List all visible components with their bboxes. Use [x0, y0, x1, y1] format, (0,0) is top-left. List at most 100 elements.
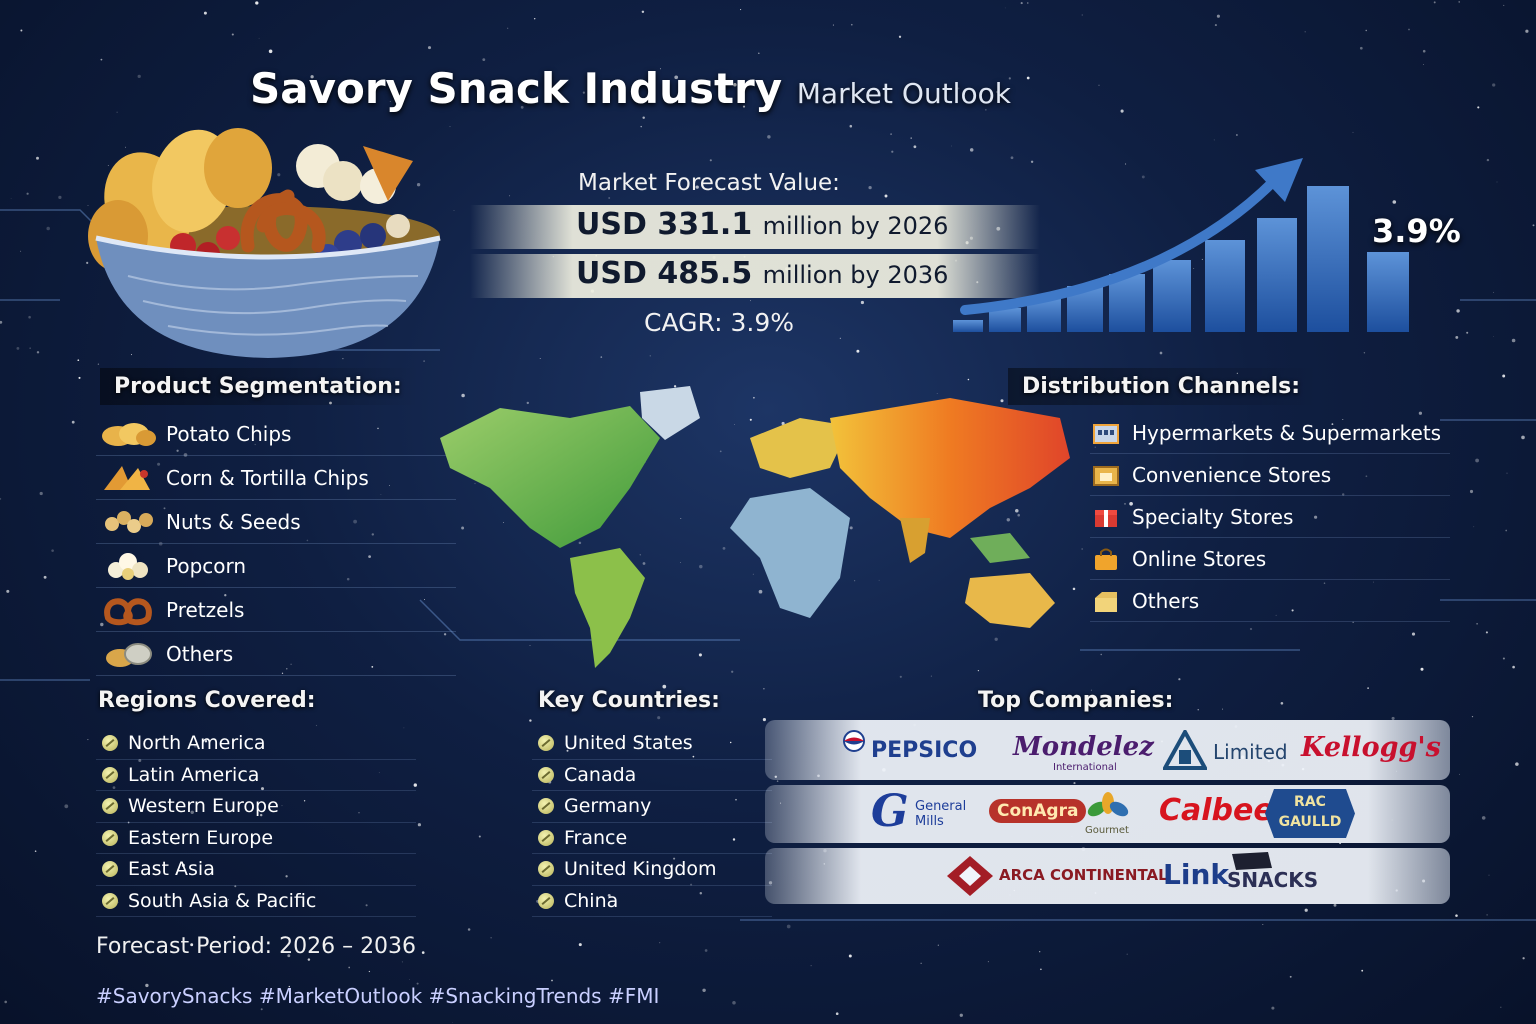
star-dot	[1481, 816, 1486, 820]
companies-title: Top Companies:	[978, 688, 1174, 713]
list-item: Canada	[532, 760, 772, 791]
star-dot	[1502, 657, 1505, 660]
mondelez-subtitle: International	[1053, 762, 1117, 773]
star-dot	[1280, 701, 1284, 705]
star-dot	[1477, 106, 1480, 109]
star-dot	[368, 970, 371, 973]
growth-bar	[1205, 240, 1245, 332]
star-dot	[607, 893, 611, 897]
star-dot	[1010, 156, 1014, 160]
star-dot	[1505, 529, 1508, 532]
star-dot	[673, 857, 676, 860]
pepsico-globe-icon	[843, 730, 865, 756]
list-item: China	[532, 886, 772, 917]
star-dot	[709, 159, 712, 162]
star-dot	[930, 675, 932, 677]
star-dot	[600, 356, 603, 358]
list-item: South Asia & Pacific	[96, 886, 416, 917]
star-dot	[401, 961, 403, 963]
star-dot	[1126, 953, 1128, 955]
india-shape	[900, 518, 930, 563]
star-dot	[353, 519, 357, 524]
star-dot	[1372, 581, 1374, 583]
star-dot	[190, 943, 194, 947]
star-dot	[969, 148, 974, 152]
list-item: North America	[96, 728, 416, 760]
star-dot	[582, 91, 586, 94]
check-bullet-icon	[538, 766, 554, 783]
star-dot	[758, 589, 763, 594]
star-dot	[368, 555, 371, 558]
star-dot	[207, 391, 211, 395]
forecast-value-2036: USD 485.5 million by 2036	[576, 256, 949, 291]
star-dot	[130, 354, 133, 356]
star-dot	[482, 58, 486, 62]
product-list: Potato Chips Corn & Tortilla Chips Nuts …	[96, 412, 456, 676]
star-dot	[1521, 435, 1525, 440]
star-dot	[1201, 258, 1203, 260]
star-dot	[286, 668, 288, 670]
list-item: United States	[532, 728, 772, 760]
star-dot	[1493, 336, 1494, 337]
star-dot	[190, 810, 194, 815]
star-dot	[1455, 914, 1458, 917]
list-item: Online Stores	[1090, 538, 1450, 580]
star-dot	[1363, 352, 1366, 354]
gift-box-icon	[1090, 503, 1122, 531]
link-logo: Link	[1163, 858, 1229, 891]
page-title: Savory Snack Industry Market Outlook	[250, 64, 1011, 113]
star-dot	[490, 937, 492, 939]
star-dot	[78, 376, 81, 379]
star-dot	[287, 954, 291, 958]
tortilla-chips-icon	[96, 459, 160, 497]
star-dot	[1493, 291, 1495, 293]
star-dot	[1475, 458, 1479, 463]
snack-bowl-image	[88, 128, 441, 358]
star-dot	[71, 420, 75, 424]
conagra-logo: ConAgra	[989, 799, 1087, 823]
pretzel-icon	[96, 591, 160, 629]
star-dot	[26, 192, 29, 195]
star-dot	[39, 491, 43, 496]
star-dot	[529, 645, 531, 647]
north-america-shape	[440, 406, 660, 548]
list-item: Potato Chips	[96, 412, 456, 456]
star-dot	[224, 594, 227, 597]
star-dot	[389, 485, 390, 486]
star-dot	[649, 355, 651, 357]
star-dot	[1469, 489, 1474, 494]
star-dot	[985, 109, 987, 111]
snack-others-icon	[96, 635, 160, 673]
star-dot	[467, 928, 471, 931]
star-dot	[722, 547, 726, 550]
star-dot	[1496, 181, 1498, 183]
star-dot	[1304, 31, 1306, 33]
circuit-line	[0, 209, 101, 231]
star-dot	[680, 518, 682, 519]
star-dot	[1081, 548, 1083, 550]
star-dot	[0, 320, 3, 324]
star-dot	[1030, 160, 1034, 163]
star-dot	[46, 226, 50, 231]
countries-list: United States Canada Germany France Unit…	[532, 728, 772, 917]
star-dot	[1352, 621, 1354, 623]
check-bullet-icon	[102, 798, 118, 815]
check-bullet-icon	[538, 735, 554, 752]
star-dot	[1455, 335, 1459, 339]
star-dot	[1216, 14, 1220, 18]
star-dot	[657, 716, 661, 720]
star-dot	[578, 943, 582, 947]
star-dot	[860, 300, 865, 305]
star-dot	[260, 1008, 263, 1011]
star-dot	[1027, 2, 1029, 4]
star-dot	[995, 90, 999, 94]
star-dot	[478, 835, 481, 838]
star-dot	[1090, 689, 1092, 691]
star-dot	[704, 949, 708, 952]
star-dot	[409, 979, 411, 980]
check-bullet-icon	[102, 829, 118, 846]
star-dot	[329, 401, 332, 405]
star-dot	[695, 185, 699, 189]
check-bullet-icon	[538, 798, 554, 815]
star-dot	[767, 135, 771, 139]
